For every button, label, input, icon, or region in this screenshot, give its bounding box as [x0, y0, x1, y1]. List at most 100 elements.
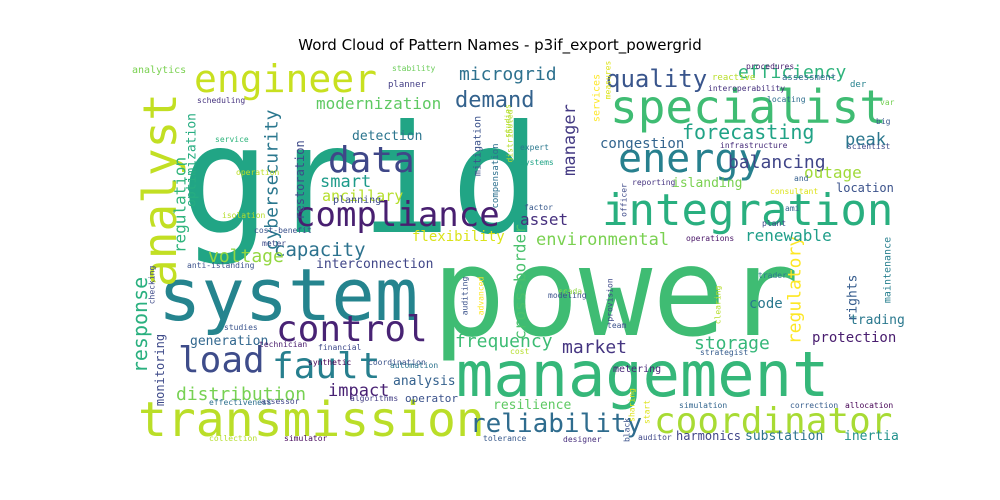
word-market: market [562, 337, 627, 358]
word-measures: measures [604, 61, 613, 100]
word-provision: provision [606, 278, 615, 322]
word-compliance: compliance [295, 195, 500, 235]
word-reliability: reliability [470, 409, 642, 439]
word-operation: operation [236, 168, 280, 177]
word-frequency: frequency [455, 331, 553, 352]
word-coordination: coordination [368, 358, 426, 367]
word-sharing: sharing [628, 388, 637, 422]
word-power: power [432, 222, 799, 364]
word-planning: planning [333, 195, 381, 206]
word-analyst: analyst [133, 93, 187, 287]
word-forecasting: forecasting [682, 120, 814, 144]
word-efficiency: efficiency [738, 62, 847, 83]
word-location: location [836, 181, 894, 195]
word-metering: metering [613, 364, 661, 375]
word-start: start [643, 400, 652, 424]
word-protection: protection [812, 330, 896, 346]
word-plant: plant [762, 219, 786, 228]
word-meter: meter [262, 239, 286, 248]
word-analytics: analytics [132, 65, 186, 76]
word-var: var [880, 98, 895, 107]
chart-title: Word Cloud of Pattern Names - p3if_expor… [298, 36, 702, 54]
word-distributed: distributed [506, 109, 515, 162]
word-integration: integration [602, 185, 893, 236]
word-auditor: auditor [638, 433, 672, 442]
word-cybersecurity: cybersecurity [262, 109, 283, 250]
word-algorithms: algorithms [350, 394, 398, 403]
word-grid: grid [180, 94, 541, 268]
word-operator: operator [405, 392, 458, 405]
word-outage: outage [804, 163, 862, 182]
word-effectiveness: effectiveness [209, 398, 272, 407]
word-collection: collection [209, 434, 257, 443]
word-regulation: regulation [171, 157, 190, 253]
word-financial: financial [318, 343, 362, 352]
word-regulatory: regulatory [785, 236, 806, 345]
word-maintenance: maintenance [883, 237, 894, 303]
word-reporting: reporting [632, 178, 676, 187]
word-service: service [215, 135, 249, 144]
word-engineer: engineer [194, 57, 377, 101]
word-expert: expert [520, 143, 549, 152]
word-advanced: advanced [477, 277, 486, 316]
word-quality: quality [606, 65, 707, 93]
word-ancillary: ancillary [322, 187, 403, 205]
word-load: load [178, 340, 265, 381]
word-reactive: reactive [712, 73, 755, 83]
word-studies: studies [224, 323, 258, 332]
word-checking: checking [148, 266, 157, 305]
word-management: management [456, 338, 829, 411]
word-scheduling: scheduling [197, 96, 245, 105]
word-modeling: modeling [548, 291, 587, 300]
word-resilience: resilience [493, 398, 571, 413]
word-control: control [276, 309, 428, 350]
word-environmental: environmental [536, 230, 669, 250]
word-allocation: allocation [845, 401, 893, 410]
word-designer: designer [563, 435, 602, 444]
word-officer: officer [620, 183, 629, 217]
word-team: team [607, 321, 626, 330]
word-distribution: distribution [176, 384, 306, 405]
word-locating: locating [767, 95, 806, 104]
word-interoperability: interoperability [708, 84, 785, 93]
word-assessor: assessor [261, 397, 300, 406]
word-code: code [749, 296, 783, 312]
word-detection: detection [352, 129, 422, 144]
word-assessment: assessment [782, 73, 836, 83]
word-harmonics: harmonics [676, 429, 741, 443]
word-voltage: voltage [208, 246, 284, 267]
word-smart: smart [320, 172, 371, 192]
word-ami: ami [785, 204, 800, 213]
word-simulator: simulator [284, 434, 328, 443]
word-systems: systems [520, 158, 554, 167]
word-tolerance: tolerance [483, 434, 527, 443]
word-scada: scada [558, 287, 582, 296]
word-restoration: restoration [293, 140, 307, 219]
word-big: big [876, 117, 891, 126]
word-renewable: renewable [745, 226, 832, 245]
word-capacity: capacity [274, 239, 366, 261]
word-modernization: modernization [316, 94, 441, 113]
word-specialist: specialist [610, 80, 887, 134]
word-anti-islanding: anti-islanding [187, 261, 255, 270]
word-strategist: strategist [700, 348, 748, 357]
word-coordinator: coordinator [654, 401, 892, 442]
word-congestion: congestion [600, 136, 684, 152]
word-monitoring: monitoring [153, 334, 167, 406]
word-microgrid: microgrid [459, 64, 557, 85]
word-peak: peak [845, 130, 886, 150]
word-energy: energy [618, 136, 763, 182]
word-fault: fault [272, 346, 380, 387]
word-trader: trader [758, 271, 787, 280]
word-consultant: consultant [770, 187, 818, 196]
word-mitigation: mitigation [473, 116, 484, 176]
word-simulation: simulation [679, 401, 727, 410]
word-scientist: scientist [847, 142, 891, 151]
word-impact: impact [328, 381, 389, 401]
word-procedures: procedures [746, 62, 794, 71]
word-optimization: optimization [185, 113, 200, 207]
word-correction: correction [790, 401, 838, 410]
word-synthetic: synthetic [308, 358, 352, 367]
word-islanding: islanding [672, 176, 742, 191]
